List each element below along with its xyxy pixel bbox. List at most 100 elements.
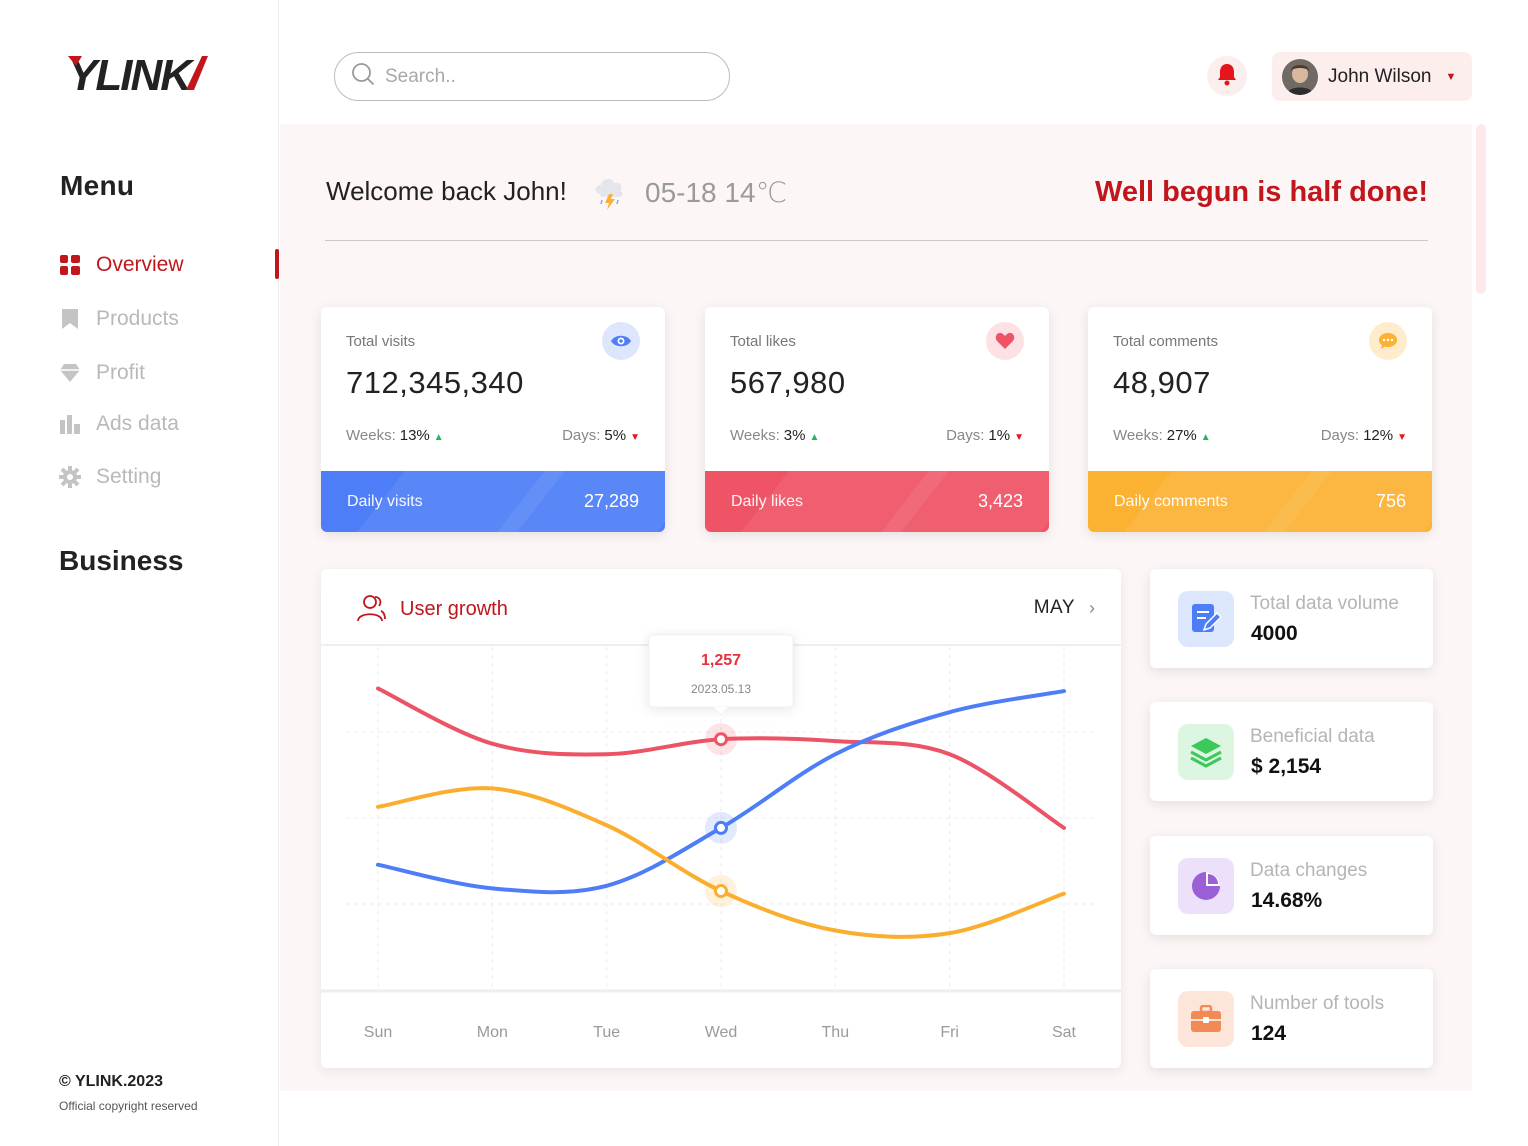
- stat-days: Days: 5% ▼: [562, 427, 640, 444]
- welcome-message: Welcome back John!: [326, 176, 567, 206]
- user-menu[interactable]: John Wilson ▼: [1272, 52, 1472, 101]
- svg-text:YLINK: YLINK: [68, 51, 195, 96]
- heart-icon: [986, 322, 1024, 360]
- info-label: Total data volume: [1250, 593, 1399, 614]
- stat-weeks: Weeks: 3% ▲: [730, 427, 820, 444]
- caret-down-icon[interactable]: ▼: [1445, 70, 1457, 83]
- eye-icon: [602, 322, 640, 360]
- x-tick-label: Sun: [364, 1024, 392, 1041]
- comment-icon: [1369, 322, 1407, 360]
- user-name: John Wilson: [1328, 65, 1432, 87]
- info-label: Data changes: [1250, 860, 1368, 881]
- bell-icon: [1216, 62, 1238, 91]
- chart-title: User growth: [400, 598, 508, 620]
- x-tick-label: Fri: [940, 1024, 959, 1041]
- arrow-up-icon: ▲: [809, 432, 820, 443]
- info-card-data-changes[interactable]: Data changes 14.68%: [1150, 836, 1433, 935]
- stat-band: Daily likes 3,423: [705, 471, 1049, 532]
- user-growth-chart: 1,257 2023.05.13 Sun Mon Tue Wed Thu Fri Sat Use…: [321, 569, 1121, 1068]
- sidebar-item-label: Ads data: [96, 412, 179, 435]
- bar-chart-icon: [58, 412, 82, 436]
- business-heading: Business: [59, 545, 184, 576]
- stat-weeks: Weeks: 27% ▲: [1113, 427, 1211, 444]
- arrow-up-icon: ▲: [433, 432, 444, 443]
- info-card-beneficial-data[interactable]: Beneficial data $ 2,154: [1150, 702, 1433, 801]
- band-label: Daily comments: [1114, 492, 1228, 510]
- stat-card-comments[interactable]: Total comments 48,907 Weeks: 27% ▲ Days: 12…: [1088, 307, 1432, 532]
- thunderstorm-cloud-icon: [592, 172, 632, 217]
- stat-title: Total comments: [1113, 333, 1219, 350]
- band-value: 27,289: [583, 491, 639, 511]
- data-point: [714, 732, 728, 747]
- x-tick-label: Tue: [593, 1024, 620, 1041]
- edit-document-icon: [1178, 591, 1234, 647]
- gear-icon: [58, 465, 82, 489]
- stat-card-likes[interactable]: Total likes 567,980 Weeks: 3% ▲ Days: 1% ▼ D…: [705, 307, 1049, 532]
- arrow-down-icon: ▼: [1014, 432, 1024, 443]
- stat-value: 567,980: [730, 365, 846, 400]
- arrow-up-icon: ▲: [1200, 432, 1211, 443]
- users-icon: [355, 593, 387, 628]
- scrollbar[interactable]: [1476, 124, 1486, 294]
- info-card-tools[interactable]: Number of tools 124: [1150, 969, 1433, 1068]
- chevron-right-icon[interactable]: ›: [1089, 598, 1095, 618]
- info-value: $ 2,154: [1251, 755, 1322, 778]
- tooltip-box: [648, 634, 794, 708]
- month-selector[interactable]: MAY: [1033, 597, 1075, 618]
- info-label: Number of tools: [1250, 993, 1385, 1014]
- data-point: [714, 820, 728, 835]
- diamond-icon: [58, 361, 82, 385]
- sidebar-item-label: Overview: [96, 253, 184, 276]
- copyright: © YLINK.2023: [59, 1073, 163, 1090]
- sidebar-item-label: Products: [96, 307, 179, 330]
- layers-icon: [1178, 724, 1234, 780]
- stat-days: Days: 1% ▼: [946, 427, 1024, 444]
- ylink-logo[interactable]: YLINK: [68, 50, 208, 96]
- tooltip-pointer: [714, 707, 728, 714]
- sidebar-item-setting[interactable]: Setting: [58, 461, 279, 493]
- grid-icon: [58, 253, 82, 277]
- info-card-total-data[interactable]: Total data volume 4000: [1150, 569, 1433, 668]
- stat-band: Daily comments 756: [1088, 471, 1432, 532]
- band-value: 3,423: [977, 491, 1023, 511]
- band-label: Daily likes: [731, 492, 804, 510]
- stat-days: Days: 12% ▼: [1320, 427, 1407, 444]
- x-tick-label: Wed: [705, 1024, 738, 1041]
- notification-button[interactable]: [1207, 56, 1247, 96]
- tooltip-value: 1,257: [701, 652, 741, 669]
- band-label: Daily visits: [347, 492, 423, 510]
- avatar: [1282, 58, 1318, 95]
- sidebar-item-overview[interactable]: Overview: [58, 249, 279, 281]
- sidebar-item-label: Profit: [96, 361, 146, 384]
- sidebar-item-profit[interactable]: Profit: [58, 357, 279, 389]
- bookmark-icon: [58, 307, 82, 331]
- sidebar-item-ads-data[interactable]: Ads data: [58, 408, 279, 440]
- stat-value: 48,907: [1113, 365, 1211, 400]
- info-value: 14.68%: [1251, 889, 1323, 912]
- stat-title: Total likes: [730, 333, 796, 350]
- arrow-down-icon: ▼: [630, 432, 640, 443]
- data-point: [714, 884, 728, 899]
- search-bar[interactable]: [334, 52, 730, 101]
- info-value: 4000: [1251, 622, 1298, 645]
- briefcase-icon: [1178, 991, 1234, 1047]
- stat-title: Total visits: [346, 333, 416, 350]
- stat-value: 712,345,340: [346, 365, 524, 400]
- sidebar-item-products[interactable]: Products: [58, 303, 279, 335]
- x-tick-label: Sat: [1052, 1024, 1077, 1041]
- info-label: Beneficial data: [1250, 726, 1375, 747]
- chart-canvas[interactable]: 1,257 2023.05.13 Sun Mon Tue Wed Thu Fri Sat: [321, 569, 1121, 1068]
- info-value: 124: [1251, 1022, 1287, 1045]
- stat-card-visits[interactable]: Total visits 712,345,340 Weeks: 13% ▲ Days…: [321, 307, 665, 532]
- divider: [325, 240, 1428, 241]
- pie-chart-icon: [1178, 858, 1234, 914]
- sidebar-item-label: Setting: [96, 465, 162, 488]
- search-input[interactable]: [385, 65, 685, 88]
- motto: Well begun is half done!: [1095, 176, 1428, 208]
- x-tick-label: Mon: [477, 1024, 508, 1041]
- band-value: 756: [1375, 491, 1406, 511]
- arrow-down-icon: ▼: [1397, 432, 1407, 443]
- copyright-subtext: Official copyright reserved: [59, 1099, 198, 1113]
- search-icon: [351, 62, 375, 91]
- tooltip-date: 2023.05.13: [691, 682, 751, 696]
